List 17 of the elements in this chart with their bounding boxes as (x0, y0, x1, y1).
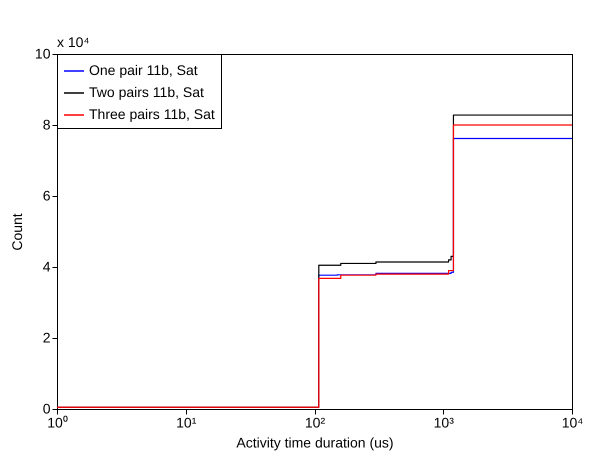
x-tick-label: 10⁰ (47, 414, 68, 430)
x-tick-label: 10¹ (176, 414, 197, 430)
y-tick-label: 8 (42, 116, 51, 132)
y-tick-label: 0 (42, 400, 51, 416)
x-tick-label: 10⁴ (562, 414, 584, 430)
y-tick-label: 6 (42, 188, 51, 204)
y-axis-title: Count (8, 213, 25, 251)
legend-label: Two pairs 11b, Sat (89, 84, 204, 100)
y-tick-label: 10 (34, 46, 51, 62)
x-axis-title: Activity time duration (us) (236, 434, 394, 450)
x-tick-label: 10² (304, 414, 326, 430)
y-tick-label: 2 (42, 330, 51, 346)
text: x 10⁴ (57, 34, 90, 50)
x-tick-label: 10³ (434, 414, 454, 430)
legend-label: One pair 11b, Sat (89, 62, 198, 78)
legend-label: Three pairs 11b, Sat (89, 106, 215, 122)
y-tick-label: 4 (42, 258, 51, 274)
